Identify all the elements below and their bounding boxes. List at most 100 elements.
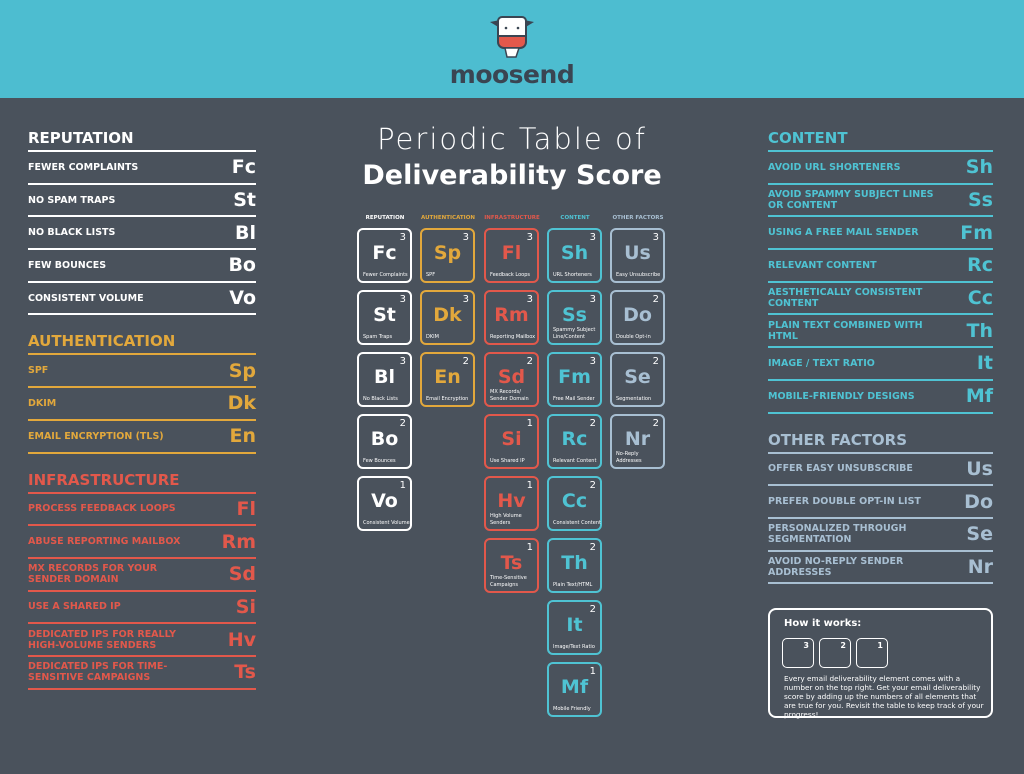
element-score: 3 — [589, 356, 596, 367]
legend-symbol: It — [976, 352, 993, 375]
legend-symbol: Sh — [965, 156, 993, 179]
example-tile: 1 — [856, 638, 888, 668]
legend-row: PROCESS FEEDBACK LOOPS Fl — [28, 494, 256, 527]
legend-symbol: Fl — [236, 497, 257, 520]
element-score: 2 — [399, 418, 406, 429]
element-tile: 3 Ss Spammy Subject Line/Content — [547, 290, 602, 345]
legend-row: DKIM Dk — [28, 388, 256, 421]
legend-symbol: Dk — [227, 392, 256, 415]
element-score: 2 — [652, 418, 659, 429]
legend-label: SPF — [28, 365, 49, 377]
element-name: Use Shared IP — [490, 457, 525, 464]
element-name: SPF — [426, 271, 436, 278]
element-tile: 3 Rm Reporting Mailbox — [484, 290, 539, 345]
element-symbol: Dk — [433, 304, 462, 326]
section-title: INFRASTRUCTURE — [28, 466, 256, 494]
legend-row: ABUSE REPORTING MAILBOX Rm — [28, 526, 256, 559]
element-symbol: Fl — [501, 242, 522, 264]
element-score: 3 — [526, 294, 533, 305]
legend-symbol: Sd — [228, 563, 256, 586]
legend-symbol: Do — [964, 490, 993, 513]
legend-symbol: Nr — [967, 555, 993, 578]
element-score: 3 — [462, 294, 469, 305]
element-tile: 1 Ts Time-Sensitive Campaigns — [484, 538, 539, 593]
legend-row: MX RECORDS FOR YOUR SENDER DOMAIN Sd — [28, 559, 256, 592]
element-name: Consistent Volume — [363, 519, 410, 526]
column-header-other: OTHER FACTORS — [612, 215, 664, 221]
example-tile: 2 — [819, 638, 851, 668]
element-name: Free Mail Sender — [553, 395, 595, 402]
element-name: Consistent Content — [553, 519, 601, 526]
element-score: 1 — [589, 666, 596, 677]
element-symbol: Bl — [374, 366, 395, 388]
legend-row: SPF Sp — [28, 355, 256, 389]
element-tile: 3 Us Easy Unsubscribe — [610, 228, 665, 283]
legend-row: EMAIL ENCRYPTION (TLS) En — [28, 421, 256, 454]
example-score: 1 — [877, 641, 883, 650]
element-score: 3 — [399, 356, 406, 367]
brand-name: moosend — [449, 60, 575, 89]
element-name: Relevant Content — [553, 457, 597, 464]
element-score: 3 — [589, 232, 596, 243]
element-name: Easy Unsubscribe — [616, 271, 661, 278]
legend-row: DEDICATED IPS FOR TIME-SENSITIVE CAMPAIG… — [28, 657, 256, 690]
element-symbol: Vo — [371, 490, 398, 512]
legend-row: PLAIN TEXT COMBINED WITH HTML Th — [768, 315, 993, 349]
element-name: MX Records/ Sender Domain — [490, 389, 529, 402]
legend-label: FEW BOUNCES — [28, 259, 107, 271]
legend-symbol: Bl — [235, 221, 256, 244]
legend-section-other: OTHER FACTORS OFFER EASY UNSUBSCRIBE Us PRE… — [768, 426, 993, 585]
how-it-works-text: Every email deliverability element comes… — [784, 674, 984, 719]
element-score: 1 — [399, 480, 406, 491]
legend-symbol: St — [233, 189, 256, 212]
element-symbol: Rc — [561, 428, 588, 450]
legend-label: PLAIN TEXT COMBINED WITH HTML — [768, 319, 923, 342]
legend-section-infrastructure: INFRASTRUCTURE PROCESS FEEDBACK LOOPS Fl AB… — [28, 466, 256, 690]
legend-label: OFFER EASY UNSUBSCRIBE — [768, 463, 913, 475]
element-name: Fewer Complaints — [363, 271, 408, 278]
legend-row: PREFER DOUBLE OPT-IN LIST Do — [768, 486, 993, 519]
legend-label: NO BLACK LISTS — [28, 227, 116, 239]
legend-label: DKIM — [28, 397, 57, 409]
legend-symbol: Rc — [967, 254, 993, 277]
legend-symbol: Fm — [960, 221, 993, 244]
legend-symbol: Mf — [965, 385, 993, 408]
legend-label: MOBILE-FRIENDLY DESIGNS — [768, 390, 915, 402]
element-score: 2 — [589, 604, 596, 615]
legend-symbol: Cc — [967, 287, 993, 310]
element-tile: 1 Mf Mobile Friendly — [547, 662, 602, 717]
how-it-works-title: How it works: — [784, 618, 862, 629]
legend-label: PERSONALIZED THROUGH SEGMENTATION — [768, 523, 907, 546]
legend-row: MOBILE-FRIENDLY DESIGNS Mf — [768, 381, 993, 414]
element-tile: 2 Do Double Opt-in — [610, 290, 665, 345]
element-name: High Volume Senders — [490, 513, 522, 526]
element-tile: 2 Th Plain Text/HTML — [547, 538, 602, 593]
legend-label: AVOID SPAMMY SUBJECT LINES OR CONTENT — [768, 189, 934, 212]
legend-symbol: Us — [966, 457, 993, 480]
legend-row: AVOID SPAMMY SUBJECT LINES OR CONTENT Ss — [768, 185, 993, 218]
element-score: 2 — [652, 294, 659, 305]
legend-symbol: Rm — [221, 530, 256, 553]
element-tile: 2 En Email Encryption — [420, 352, 475, 407]
element-symbol: Fm — [558, 366, 591, 388]
element-symbol: Us — [624, 242, 651, 264]
section-title: REPUTATION — [28, 124, 256, 152]
legend-label: DEDICATED IPS FOR TIME-SENSITIVE CAMPAIG… — [28, 661, 168, 684]
element-symbol: Th — [561, 552, 588, 574]
legend-label: CONSISTENT VOLUME — [28, 292, 144, 304]
element-symbol: Fc — [372, 242, 397, 264]
element-name: Plain Text/HTML — [553, 581, 593, 588]
element-score: 2 — [652, 356, 659, 367]
element-tile: 2 Cc Consistent Content — [547, 476, 602, 531]
element-tile: 3 Dk DKIM — [420, 290, 475, 345]
element-score: 3 — [399, 232, 406, 243]
element-name: DKIM — [426, 333, 439, 340]
legend-symbol: Sp — [228, 359, 256, 382]
element-name: Spammy Subject Line/Content — [553, 327, 596, 340]
legend-row: DEDICATED IPS FOR REALLY HIGH-VOLUME SEN… — [28, 624, 256, 657]
legend-label: AVOID NO-REPLY SENDER ADDRESSES — [768, 555, 904, 578]
section-title: CONTENT — [768, 124, 993, 152]
legend-section-authentication: AUTHENTICATION SPF Sp DKIM Dk EMAIL ENCRYPTIO… — [28, 327, 256, 454]
column-header-content: CONTENT — [560, 215, 590, 221]
legend-symbol: Ss — [968, 189, 993, 212]
